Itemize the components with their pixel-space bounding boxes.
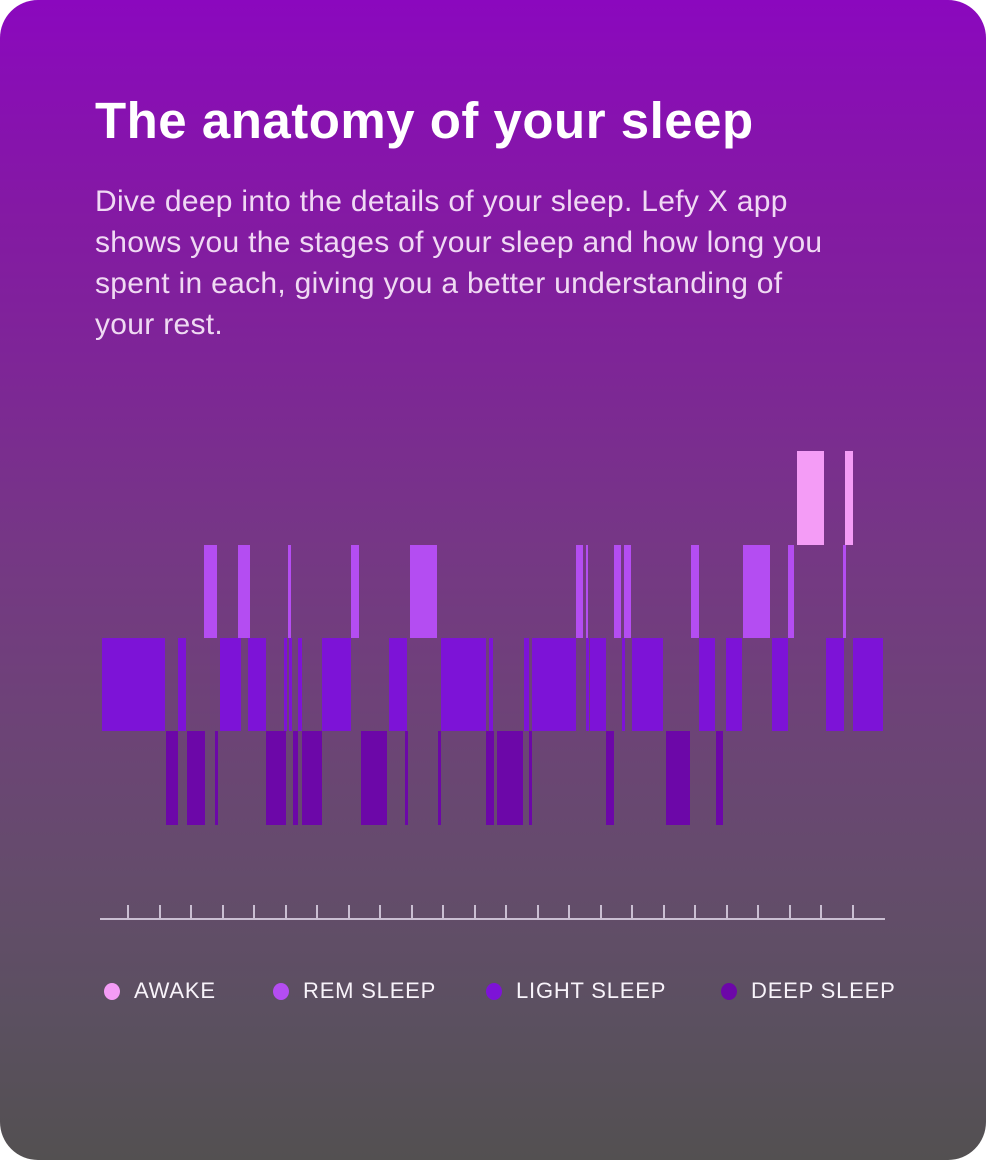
sleep-stage-segment-light bbox=[532, 638, 576, 731]
sleep-stage-segment-rem bbox=[204, 545, 217, 638]
sleep-stage-segment-light bbox=[632, 638, 663, 731]
legend-item-light-sleep: LIGHT SLEEP bbox=[486, 976, 666, 1006]
axis-baseline bbox=[100, 918, 885, 920]
sleep-stage-segment-deep bbox=[266, 731, 286, 825]
axis-tick bbox=[410, 905, 413, 919]
sleep-stage-segment-rem bbox=[788, 545, 794, 638]
axis-tick bbox=[694, 905, 697, 919]
rem-sleep-color-dot bbox=[273, 982, 289, 1000]
sleep-stage-segment-light bbox=[178, 638, 186, 731]
time-axis bbox=[100, 904, 885, 920]
sleep-stage-segment-deep bbox=[666, 731, 690, 825]
sleep-stage-segment-light bbox=[220, 638, 241, 731]
sleep-stage-segment-deep bbox=[716, 731, 723, 825]
sleep-stage-segment-deep bbox=[361, 731, 387, 825]
axis-tick bbox=[599, 905, 602, 919]
legend-label-awake: AWAKE bbox=[134, 978, 216, 1003]
axis-tick bbox=[284, 905, 287, 919]
sleep-stage-segment-deep bbox=[497, 731, 523, 825]
sleep-stage-segment-deep bbox=[293, 731, 298, 825]
axis-tick bbox=[158, 905, 161, 919]
sleep-stage-segment-rem bbox=[586, 545, 588, 638]
axis-tick bbox=[473, 905, 476, 919]
sleep-stage-segment-awake bbox=[845, 451, 853, 545]
sleep-stage-segment-light bbox=[102, 638, 165, 731]
axis-tick bbox=[190, 905, 193, 919]
axis-tick bbox=[221, 905, 224, 919]
sleep-stage-segment-light bbox=[289, 638, 292, 731]
sleep-stage-segment-rem bbox=[238, 545, 250, 638]
axis-tick bbox=[820, 905, 823, 919]
sleep-stage-segment-deep bbox=[606, 731, 614, 825]
sleep-stage-segment-light bbox=[586, 638, 589, 731]
axis-tick bbox=[631, 905, 634, 919]
sleep-stage-segment-light bbox=[826, 638, 844, 731]
sleep-stage-segment-light bbox=[726, 638, 742, 731]
sleep-stage-segment-deep bbox=[529, 731, 532, 825]
axis-tick bbox=[253, 905, 256, 919]
axis-tick bbox=[852, 905, 854, 919]
awake-color-dot bbox=[104, 982, 120, 1000]
sleep-stage-segment-rem bbox=[624, 545, 631, 638]
axis-tick bbox=[442, 905, 445, 919]
sleep-stage-segment-awake bbox=[797, 451, 824, 545]
sleep-stage-segment-light bbox=[322, 638, 351, 731]
sleep-stage-segment-rem bbox=[691, 545, 699, 638]
axis-tick bbox=[757, 905, 760, 919]
sleep-stage-segment-light bbox=[441, 638, 486, 731]
sleep-stage-segment-light bbox=[489, 638, 493, 731]
axis-tick bbox=[662, 905, 665, 919]
sleep-stage-segment-deep bbox=[438, 731, 441, 825]
deep-sleep-color-dot bbox=[721, 982, 737, 1000]
sleep-stage-segment-deep bbox=[215, 731, 218, 825]
axis-tick bbox=[788, 905, 791, 919]
sleep-stage-segment-light bbox=[590, 638, 606, 731]
light-sleep-color-dot bbox=[486, 982, 502, 1000]
chart-legend: AWAKE REM SLEEP LIGHT SLEEP DEEP SLEEP bbox=[0, 976, 986, 1006]
page-description: Dive deep into the details of your sleep… bbox=[95, 185, 823, 341]
axis-tick bbox=[725, 905, 728, 919]
axis-tick bbox=[568, 905, 571, 919]
sleep-stage-segment-rem bbox=[410, 545, 437, 638]
legend-label-light-sleep: LIGHT SLEEP bbox=[516, 978, 667, 1003]
sleep-stage-segment-light bbox=[853, 638, 883, 731]
sleep-stage-segment-light bbox=[699, 638, 715, 731]
sleep-stage-segment-rem bbox=[576, 545, 583, 638]
legend-label-rem-sleep: REM SLEEP bbox=[303, 978, 437, 1003]
sleep-stage-segment-light bbox=[298, 638, 302, 731]
sleep-stages-chart bbox=[100, 451, 885, 825]
axis-tick bbox=[347, 905, 350, 919]
sleep-stage-segment-deep bbox=[302, 731, 322, 825]
legend-item-deep-sleep: DEEP SLEEP bbox=[721, 976, 896, 1006]
page-title: The anatomy of your sleep bbox=[95, 92, 754, 149]
sleep-stage-segment-deep bbox=[187, 731, 205, 825]
sleep-stage-segment-light bbox=[622, 638, 625, 731]
sleep-stage-segment-light bbox=[772, 638, 788, 731]
legend-item-rem-sleep: REM SLEEP bbox=[273, 976, 436, 1006]
sleep-stage-segment-light bbox=[248, 638, 266, 731]
sleep-stage-segment-rem bbox=[351, 545, 359, 638]
axis-tick bbox=[316, 905, 319, 919]
sleep-stage-segment-light bbox=[524, 638, 529, 731]
sleep-stage-segment-rem bbox=[614, 545, 621, 638]
sleep-stage-segment-deep bbox=[405, 731, 408, 825]
sleep-stage-segment-light bbox=[389, 638, 407, 731]
legend-item-awake: AWAKE bbox=[104, 976, 216, 1006]
legend-label-deep-sleep: DEEP SLEEP bbox=[751, 978, 896, 1003]
axis-tick bbox=[379, 905, 382, 919]
sleep-stage-segment-rem bbox=[843, 545, 846, 638]
axis-tick bbox=[127, 905, 129, 919]
sleep-stage-segment-rem bbox=[288, 545, 291, 638]
sleep-stage-segment-light bbox=[284, 638, 287, 731]
sleep-stage-segment-rem bbox=[743, 545, 770, 638]
sleep-stage-segment-deep bbox=[166, 731, 178, 825]
sleep-stage-segment-deep bbox=[486, 731, 494, 825]
axis-tick bbox=[505, 905, 508, 919]
axis-tick bbox=[536, 905, 539, 919]
